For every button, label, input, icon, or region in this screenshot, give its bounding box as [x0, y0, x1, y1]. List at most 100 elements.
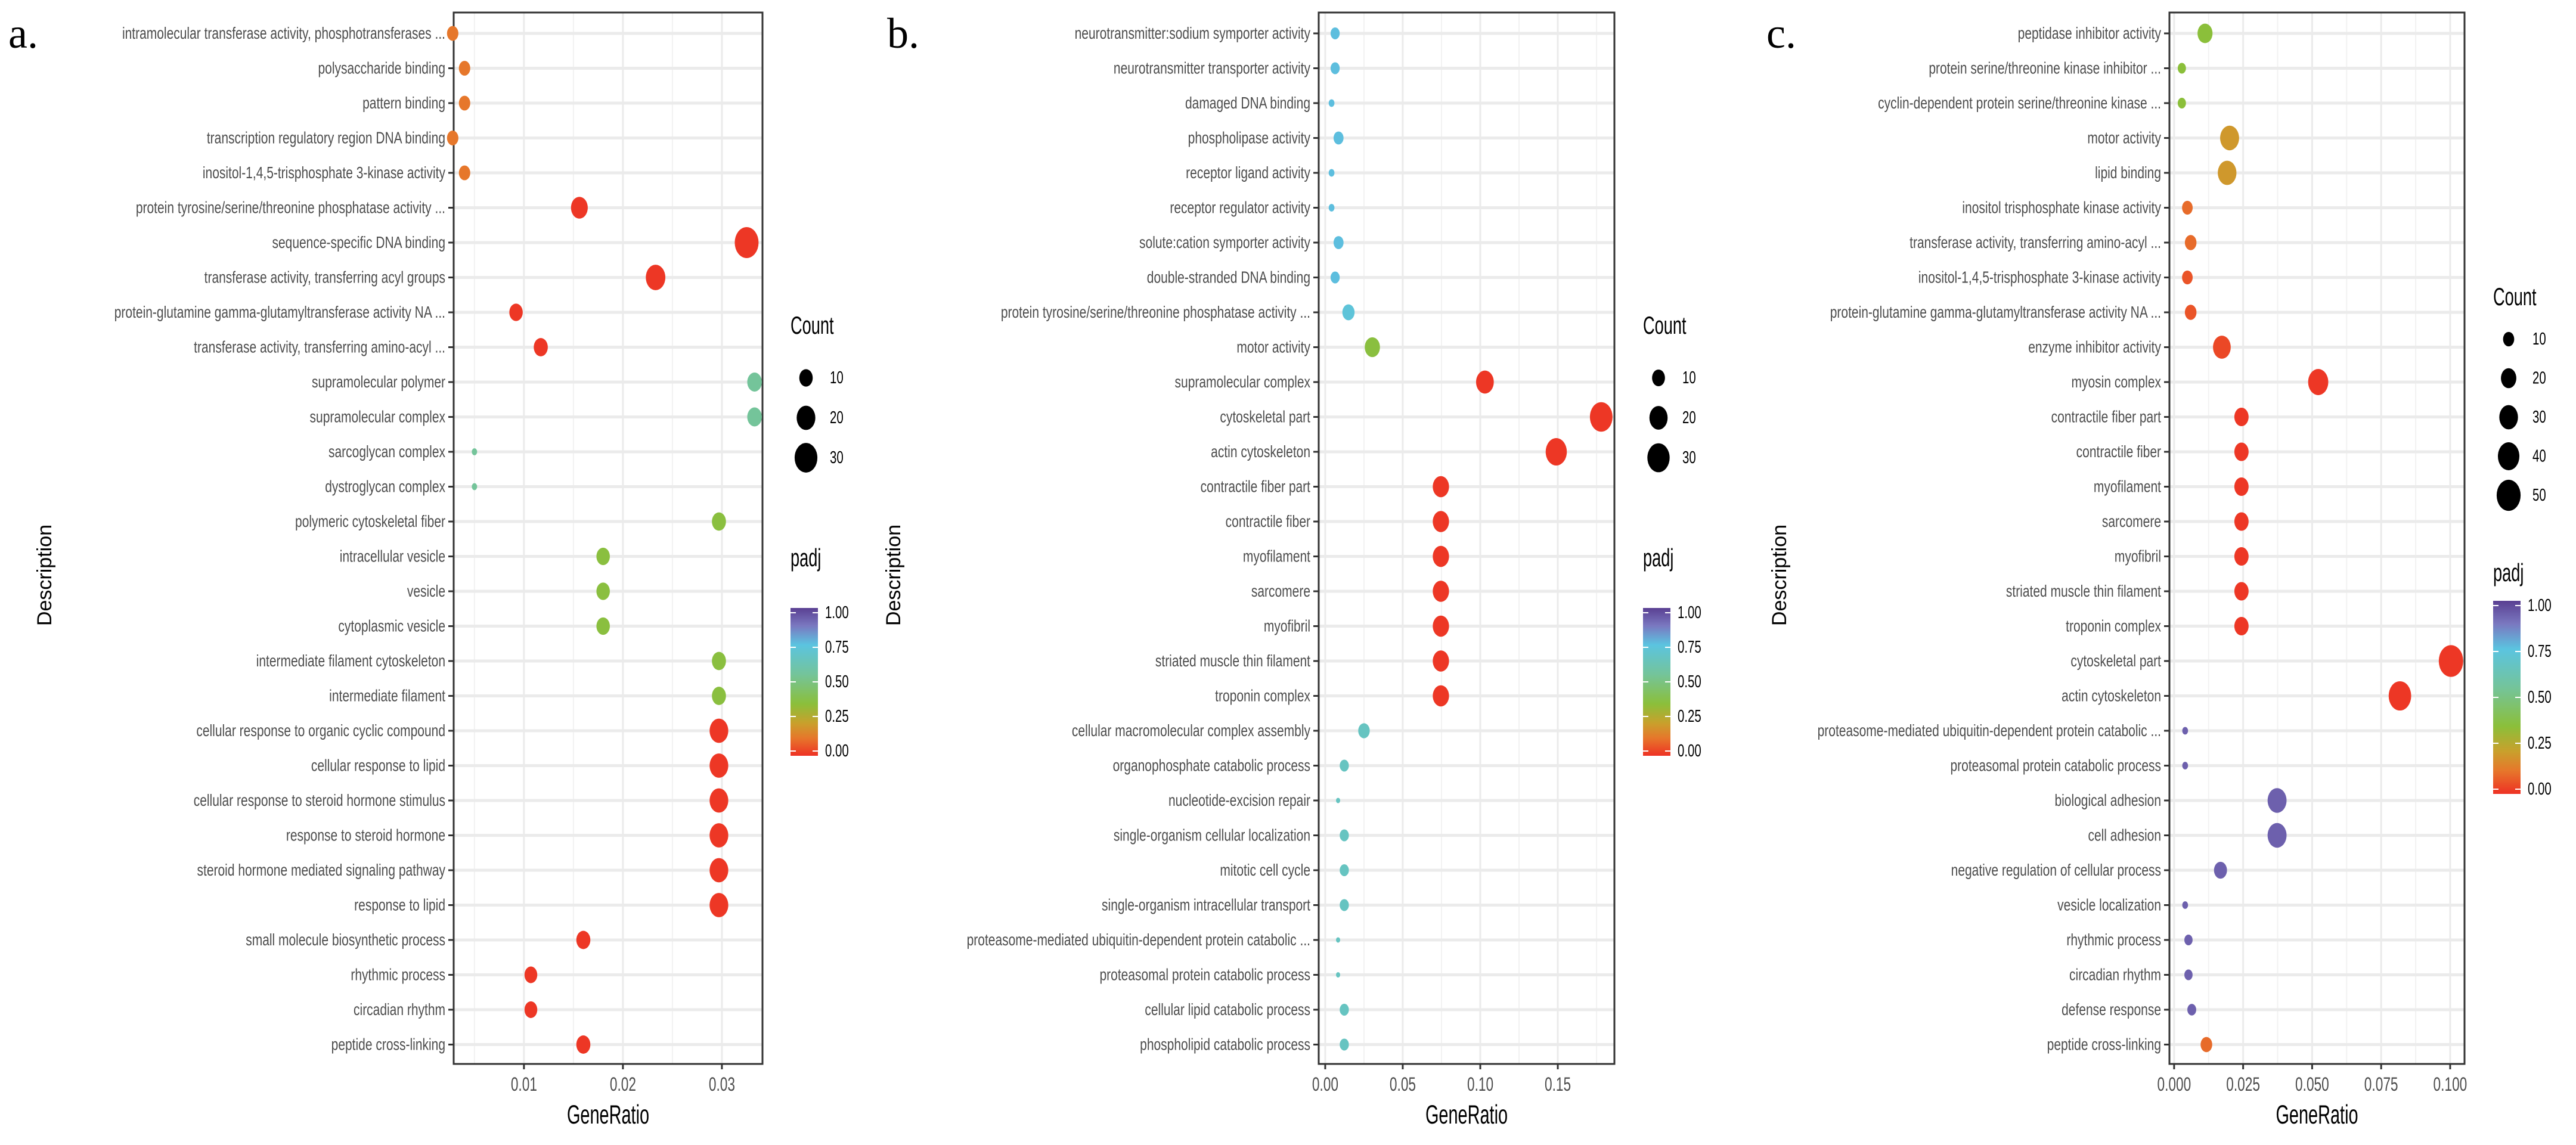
- x-tick-label: 0.15: [1545, 1073, 1571, 1095]
- padj-legend-label-group: 0.25: [2528, 734, 2552, 753]
- term-label-group: mitotic cell cycle: [1220, 861, 1310, 880]
- term-label: cytoskeletal part: [2070, 652, 2161, 671]
- term-label: intramolecular transferase activity, pho…: [122, 24, 445, 43]
- term-label: neurotransmitter transporter activity: [1114, 60, 1311, 78]
- data-point: [2234, 477, 2249, 497]
- term-label-group: transcription regulatory region DNA bind…: [207, 129, 445, 148]
- term-label-group: steroid hormone mediated signaling pathw…: [197, 861, 445, 880]
- term-label: protein serine/threonine kinase inhibito…: [1929, 60, 2161, 78]
- data-point: [1340, 864, 1349, 876]
- count-legend-label-group: 20: [830, 408, 844, 427]
- data-point: [571, 197, 588, 219]
- count-legend-label-group: 30: [830, 448, 844, 467]
- term-label-group: receptor regulator activity: [1170, 199, 1310, 218]
- plot-background: [454, 13, 762, 1064]
- data-point: [2182, 200, 2193, 215]
- data-point: [534, 338, 548, 356]
- padj-legend-label-group: 0.75: [2528, 642, 2552, 661]
- y-axis-title: Description: [33, 525, 56, 626]
- data-point: [2182, 901, 2188, 909]
- term-label-group: receptor ligand activity: [1186, 164, 1310, 182]
- padj-legend-label: 0.75: [2528, 642, 2552, 661]
- padj-legend-label: 0.25: [825, 707, 849, 726]
- term-label-group: contractile fiber: [1226, 513, 1310, 531]
- count-legend-label: 30: [2532, 408, 2546, 427]
- term-label-group: defense response: [2062, 1001, 2161, 1019]
- x-tick-label-group: 0.05: [1390, 1073, 1416, 1095]
- term-label-group: protein-glutamine gamma-glutamyltransfer…: [1830, 303, 2161, 322]
- term-label: small molecule biosynthetic process: [246, 931, 445, 949]
- x-tick-label: 0.000: [2157, 1073, 2191, 1095]
- term-label-group: myofibril: [2115, 548, 2161, 566]
- data-point: [1433, 545, 1449, 567]
- term-label-group: sarcomere: [2102, 513, 2161, 531]
- data-point: [2308, 369, 2329, 395]
- term-label-group: phospholipase activity: [1188, 129, 1311, 148]
- term-label-group: sequence-specific DNA binding: [272, 234, 445, 252]
- x-tick-label-group: 0.00: [1312, 1073, 1338, 1095]
- data-point: [1336, 937, 1341, 943]
- term-label: intermediate filament: [329, 687, 445, 706]
- term-label: solute:cation symporter activity: [1139, 234, 1310, 252]
- data-point: [712, 651, 726, 671]
- count-legend-label: 20: [2532, 368, 2546, 387]
- data-point: [709, 893, 729, 917]
- x-tick-label-group: 0.025: [2226, 1073, 2260, 1095]
- term-label-group: cellular lipid catabolic process: [1145, 1001, 1310, 1019]
- term-label-group: cyclin-dependent protein serine/threonin…: [1878, 94, 2161, 113]
- term-label: proteasomal protein catabolic process: [1100, 966, 1310, 985]
- term-label-group: proteasomal protein catabolic process: [1951, 757, 2161, 775]
- count-legend-dot: [1649, 406, 1668, 430]
- count-legend-label-group: 10: [830, 368, 844, 387]
- data-point: [2182, 762, 2188, 769]
- term-label: peptide cross-linking: [331, 1036, 445, 1054]
- term-label: cellular response to organic cyclic comp…: [196, 722, 445, 740]
- data-point: [747, 407, 762, 427]
- padj-legend-label: 0.00: [825, 741, 849, 761]
- term-label-group: peptide cross-linking: [331, 1036, 445, 1054]
- count-legend-dot: [2497, 442, 2520, 470]
- data-point: [709, 718, 729, 743]
- x-tick-label-group: 0.03: [709, 1073, 735, 1095]
- data-point: [1340, 759, 1349, 772]
- count-legend-label: 30: [830, 448, 844, 467]
- x-tick-label-group: 0.000: [2157, 1073, 2191, 1095]
- padj-legend: padj 1.00 0.75 0.50 0.25 0.00: [1643, 544, 1701, 761]
- x-axis-title: GeneRatio: [567, 1100, 649, 1130]
- count-legend-label-group: 40: [2532, 446, 2546, 466]
- padj-legend-label: 0.75: [1678, 638, 1701, 657]
- data-point: [1328, 169, 1335, 177]
- term-label-group: biological adhesion: [2054, 792, 2161, 810]
- data-point: [2187, 1004, 2196, 1016]
- count-legend-title: Count: [1643, 312, 1687, 339]
- term-label: receptor regulator activity: [1170, 199, 1310, 218]
- padj-legend-title-group: padj: [2493, 559, 2524, 587]
- term-label-group: dystroglycan complex: [325, 478, 445, 497]
- panel-a: a. intramolecular transferase activity, p…: [8, 10, 849, 1129]
- term-label-group: protein-glutamine gamma-glutamyltransfer…: [114, 303, 445, 322]
- data-point: [2182, 727, 2188, 735]
- count-legend: Count 10 20 30: [791, 312, 844, 473]
- term-label-group: motor activity: [2087, 129, 2161, 148]
- term-label: inositol-1,4,5-trisphosphate 3-kinase ac…: [1918, 269, 2162, 287]
- data-point: [596, 547, 610, 566]
- term-label-group: supramolecular complex: [310, 408, 446, 427]
- padj-legend-label: 1.00: [825, 603, 849, 622]
- term-label: rhythmic process: [351, 966, 445, 985]
- term-label-group: peptidase inhibitor activity: [2018, 24, 2162, 43]
- count-legend-label-group: 50: [2532, 486, 2546, 505]
- data-point: [1336, 798, 1341, 803]
- term-label: sarcomere: [1251, 582, 1310, 601]
- term-label: neurotransmitter:sodium symporter activi…: [1075, 24, 1311, 43]
- term-label-group: cellular response to lipid: [311, 757, 445, 775]
- term-label: sequence-specific DNA binding: [272, 234, 445, 252]
- term-label: rhythmic process: [2066, 931, 2161, 949]
- data-point: [2234, 616, 2249, 636]
- term-label: proteasome-mediated ubiquitin-dependent …: [967, 931, 1310, 949]
- count-legend-title-group: Count: [791, 312, 834, 339]
- y-axis-title: Description: [882, 525, 905, 626]
- term-label: protein-glutamine gamma-glutamyltransfer…: [114, 303, 445, 322]
- panel-b: b. neurotransmitter:sodium symporter acti…: [882, 10, 1701, 1129]
- term-label-group: enzyme inhibitor activity: [2028, 339, 2161, 357]
